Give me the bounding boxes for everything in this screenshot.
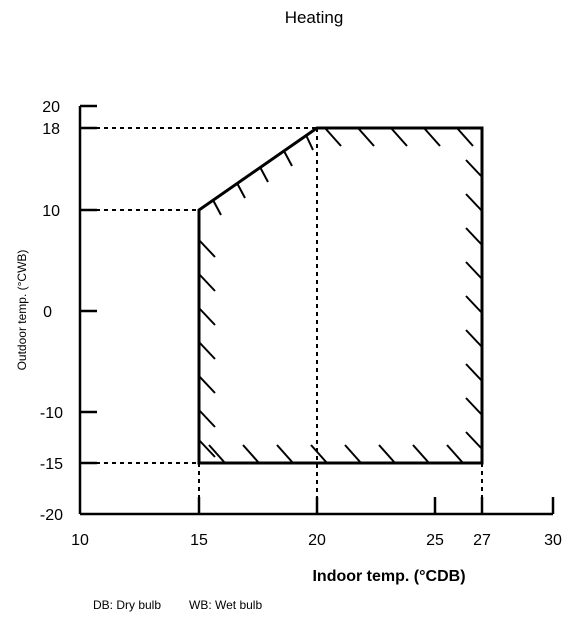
hatch-mark: [465, 397, 483, 416]
y-tick-label: 18: [42, 121, 60, 138]
hatch-mark: [465, 261, 483, 280]
hatch-mark: [198, 273, 216, 292]
hatch-mark: [259, 166, 269, 183]
note-dry-bulb: DB: Dry bulb: [93, 598, 161, 612]
hatch-mark: [390, 127, 408, 147]
x-ticks: [197, 497, 555, 514]
y-axis-label: Outdoor temp. (°CWB): [15, 250, 29, 371]
hatch-mark: [465, 193, 483, 212]
diagram-title: Heating: [285, 8, 344, 27]
x-tick-label: 27: [473, 532, 491, 549]
y-tick-label: -20: [40, 507, 63, 524]
hatch-mark: [324, 127, 342, 147]
hatch-mark: [465, 159, 483, 178]
hatch-mark: [198, 239, 216, 258]
hatch-mark: [283, 150, 293, 167]
y-tick-label: -15: [40, 456, 63, 473]
hatch-mark: [198, 409, 216, 428]
x-tick-label: 15: [190, 532, 208, 549]
y-tick-label: 10: [42, 203, 60, 220]
hatch-mark: [276, 444, 294, 464]
hatch-mark: [344, 444, 362, 464]
hatch-mark: [236, 182, 246, 199]
y-tick-label: 0: [43, 304, 52, 321]
y-tick-label: -10: [40, 405, 63, 422]
hatch-mark: [212, 199, 222, 216]
y-tick-label: 20: [42, 99, 60, 116]
reference-lines: [80, 127, 483, 514]
x-tick-labels: 10 15 20 25 27 30: [71, 532, 562, 549]
x-tick-label: 30: [544, 532, 562, 549]
hatch-mark: [446, 444, 464, 464]
x-tick-label: 20: [308, 532, 326, 549]
operating-range-boundary: [197, 126, 484, 465]
hatch-mark: [423, 127, 441, 147]
hatch-mark: [198, 439, 216, 458]
hatch-mark: [208, 444, 226, 464]
boundary-hatching: [198, 127, 483, 464]
hatch-mark: [198, 307, 216, 326]
y-ticks: [80, 104, 97, 465]
note-wet-bulb: WB: Wet bulb: [189, 598, 262, 612]
hatch-mark: [465, 431, 483, 450]
hatch-mark: [310, 444, 328, 464]
x-tick-label: 25: [426, 532, 444, 549]
hatch-mark: [357, 127, 375, 147]
hatch-mark: [465, 329, 483, 348]
hatch-mark: [378, 444, 396, 464]
hatch-mark: [198, 375, 216, 394]
hatch-mark: [305, 134, 314, 151]
hatch-mark: [465, 295, 483, 314]
hatch-mark: [412, 444, 430, 464]
hatch-mark: [456, 127, 474, 147]
x-tick-label: 10: [71, 532, 89, 549]
x-axis-label: Indoor temp. (°CDB): [312, 568, 465, 585]
hatch-mark: [465, 363, 483, 382]
hatch-mark: [198, 341, 216, 360]
hatch-mark: [465, 227, 483, 246]
hatch-mark: [242, 444, 260, 464]
y-tick-labels: 20 18 10 0 -10 -15 -20: [40, 99, 63, 524]
